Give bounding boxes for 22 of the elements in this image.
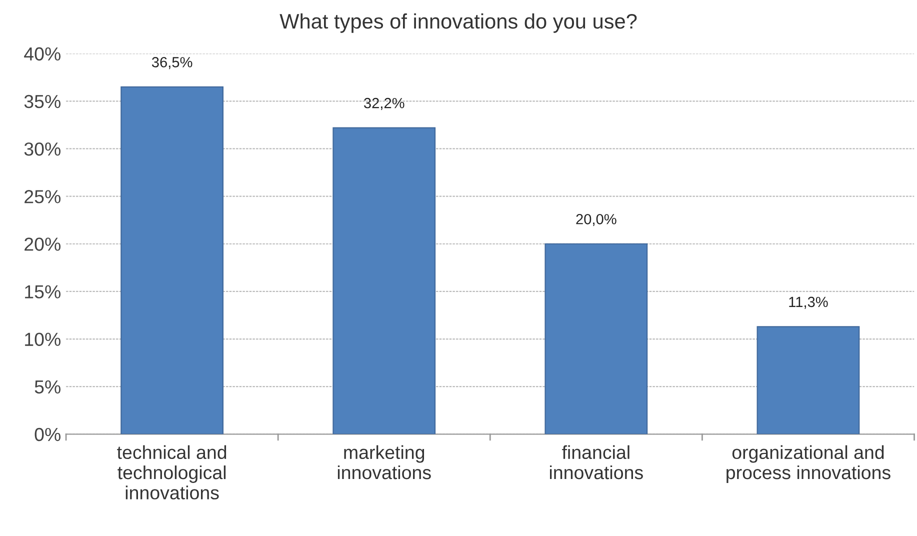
data-label: 11,3%: [789, 296, 828, 309]
data-label: 36,5%: [152, 57, 192, 70]
y-tick-label: 5%: [34, 380, 60, 394]
x-tick-label: organizational and process innovations: [726, 445, 890, 483]
data-label: 32,2%: [364, 98, 404, 110]
y-tick-label: 15%: [25, 285, 60, 298]
bar: [756, 326, 860, 434]
bar: [332, 127, 436, 434]
bar: [120, 86, 224, 434]
x-tick-label: financial innovations: [550, 445, 643, 480]
y-tick-label: 40%: [24, 47, 60, 61]
y-tick-label: 25%: [24, 190, 60, 204]
y-tick-label: 35%: [24, 94, 60, 108]
y-tick-label: 30%: [24, 142, 60, 156]
x-tick-label: marketing innovations: [338, 445, 431, 480]
x-tick-label: technical and technological innovations: [117, 445, 226, 500]
chart-title: What types of innovations do you use?: [280, 13, 637, 33]
bar: [544, 243, 648, 434]
y-tick-label: 0%: [34, 428, 60, 442]
data-label: 20,0%: [576, 214, 616, 226]
y-tick-label: 10%: [25, 332, 60, 346]
y-tick-label: 20%: [24, 238, 60, 251]
